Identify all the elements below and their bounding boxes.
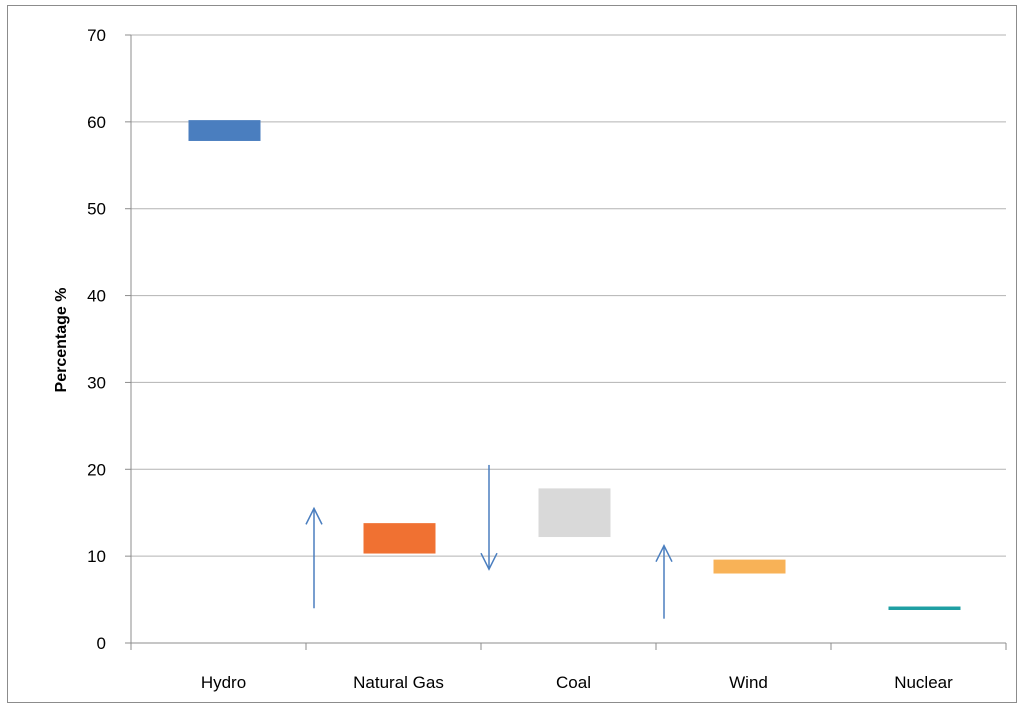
range-bar <box>188 120 261 141</box>
y-tick-label: 20 <box>87 460 106 479</box>
y-tick-label: 70 <box>87 26 106 45</box>
x-tick-label: Wind <box>729 673 768 692</box>
y-tick-label: 40 <box>87 287 106 306</box>
y-tick-label: 60 <box>87 113 106 132</box>
range-bar <box>538 488 611 538</box>
y-axis-title: Percentage % <box>53 288 70 393</box>
y-tick-label: 30 <box>87 373 106 392</box>
x-axis: Hydro Natural Gas Coal Wind Nuclear <box>130 642 1007 692</box>
y-axis: 0 10 20 30 40 50 60 70 <box>87 26 132 653</box>
y-tick-label: 50 <box>87 200 106 219</box>
y-tick-label: 0 <box>97 634 106 653</box>
y-tick-label: 10 <box>87 547 106 566</box>
down-arrow <box>480 464 498 571</box>
gridlines <box>131 34 1006 557</box>
arrow-head <box>480 552 498 571</box>
range-bar <box>888 606 961 610</box>
x-tick-label: Hydro <box>201 673 246 692</box>
arrow-head <box>305 506 323 525</box>
x-tick-label: Nuclear <box>894 673 953 692</box>
up-arrow <box>305 506 323 609</box>
up-arrow <box>655 544 673 619</box>
chart-frame <box>7 5 1017 703</box>
range-bars <box>188 120 961 610</box>
trend-arrows <box>305 464 673 619</box>
arrow-head <box>655 544 673 563</box>
range-bar <box>713 559 786 574</box>
x-tick-label: Natural Gas <box>353 673 444 692</box>
range-bar <box>363 523 436 554</box>
x-tick-label: Coal <box>556 673 591 692</box>
